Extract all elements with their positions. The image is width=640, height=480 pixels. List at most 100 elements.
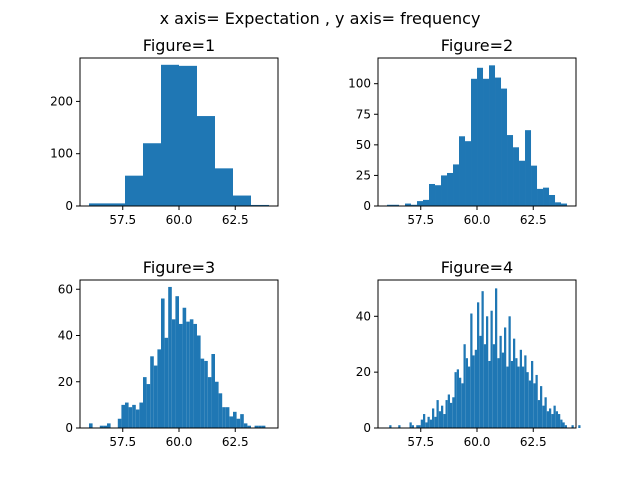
histogram-bar: [459, 136, 466, 206]
histogram-bar: [515, 358, 518, 428]
histogram-bar: [89, 203, 107, 206]
histogram-bar: [423, 414, 426, 428]
histogram-bar: [135, 409, 140, 428]
histogram-bar: [171, 319, 176, 428]
x-tick-label: 62.5: [222, 435, 249, 449]
histogram-bar: [501, 352, 504, 428]
histogram-bar: [409, 422, 412, 428]
histogram-bar: [459, 377, 462, 428]
histogram-bar: [416, 425, 419, 428]
y-tick-label: 100: [50, 147, 73, 161]
histogram-bar: [143, 143, 161, 206]
histogram-bar: [510, 360, 513, 428]
histogram-bar: [125, 175, 143, 206]
x-tick-label: 60.0: [166, 213, 193, 227]
histogram-bar: [497, 358, 500, 428]
histogram-bar: [465, 358, 468, 428]
histogram-bar: [423, 199, 430, 206]
histogram-bar: [132, 404, 136, 428]
histogram-bar: [495, 288, 498, 428]
y-tick-label: 40: [58, 329, 73, 343]
histogram-bar: [161, 298, 165, 428]
histogram-bar: [258, 425, 262, 428]
histogram-bar: [387, 204, 394, 206]
y-tick-label: 20: [356, 365, 371, 379]
histogram-bar: [486, 316, 489, 428]
histogram-bar: [513, 147, 520, 206]
histogram-bar: [453, 164, 460, 206]
histogram-bar: [519, 349, 522, 428]
histogram-bar: [157, 349, 161, 428]
histogram-bar: [492, 344, 495, 428]
histogram-bar: [420, 419, 423, 428]
histogram-bar: [243, 423, 248, 428]
histogram-bar: [499, 335, 502, 428]
histogram-bar: [562, 422, 565, 428]
histogram-bar: [99, 425, 104, 428]
histogram-bars: [89, 286, 266, 428]
histogram-bar: [555, 411, 558, 428]
x-tick-label: 62.5: [520, 435, 547, 449]
subplot-1: Figure=1 57.5 60.0 62.5 0 100 200: [50, 36, 279, 227]
histogram-bar: [107, 203, 125, 206]
histogram-bar: [398, 425, 401, 428]
histogram-bar: [561, 203, 568, 206]
histogram-bar: [468, 366, 471, 428]
x-tick-label: 57.5: [109, 435, 136, 449]
x-tick-label: 57.5: [407, 435, 434, 449]
x-tick-label: 60.0: [464, 213, 491, 227]
histogram-bar: [211, 354, 215, 428]
histogram-bar: [251, 204, 269, 206]
histogram-bar: [417, 201, 424, 206]
histogram-bar: [524, 355, 527, 428]
histogram-bar: [411, 204, 418, 206]
histogram-bar: [465, 141, 472, 206]
histogram-bar: [528, 380, 531, 428]
histogram-bar: [531, 165, 538, 206]
histogram-bar: [438, 411, 441, 428]
histogram-bar: [121, 404, 125, 428]
histogram-bar: [435, 185, 442, 206]
histogram-bar: [432, 408, 435, 428]
histogram-bar: [139, 402, 143, 428]
subplot-3: Figure=3 57.5 60.0 62.5 0 20 40 60: [58, 258, 279, 449]
histogram-bar: [564, 425, 567, 428]
subplot-4: Figure=4 57.5 60.0 62.5 0 20 40: [356, 258, 581, 449]
x-tick-label: 57.5: [407, 213, 434, 227]
histogram-bar: [553, 405, 556, 428]
histogram-bar: [506, 366, 509, 428]
histogram-bar: [197, 335, 201, 428]
histogram-bar: [128, 407, 133, 428]
histogram-bar: [537, 188, 544, 206]
histogram-bar: [531, 360, 534, 428]
histogram-bar: [525, 130, 532, 206]
histogram-bar: [471, 78, 478, 206]
histogram-bar: [436, 400, 439, 428]
histogram-bar: [164, 337, 169, 428]
histogram-bar: [517, 366, 520, 428]
histogram-bars: [89, 64, 269, 207]
histogram-bar: [247, 425, 251, 428]
histogram-bar: [507, 135, 514, 206]
histogram-bar: [175, 296, 179, 428]
y-tick-label: 0: [65, 421, 73, 435]
histogram-bar: [443, 414, 446, 428]
subplot-title: Figure=4: [441, 258, 513, 277]
histogram-bar: [479, 335, 482, 428]
histogram-bar: [425, 422, 428, 428]
histogram-bar: [519, 160, 526, 206]
x-tick-label: 60.0: [166, 435, 193, 449]
histogram-bar: [179, 323, 183, 428]
y-tick-label: 0: [363, 421, 371, 435]
y-tick-label: 200: [50, 94, 73, 108]
subplot-title: Figure=3: [143, 258, 215, 277]
histogram-bar: [193, 323, 197, 428]
histogram-bar: [161, 64, 179, 206]
subplot-title: Figure=1: [143, 36, 215, 55]
histogram-bar: [546, 411, 549, 428]
histogram-bar: [89, 423, 93, 428]
y-tick-label: 0: [363, 199, 371, 213]
histogram-bar: [143, 377, 147, 428]
histogram-bar: [472, 355, 475, 428]
